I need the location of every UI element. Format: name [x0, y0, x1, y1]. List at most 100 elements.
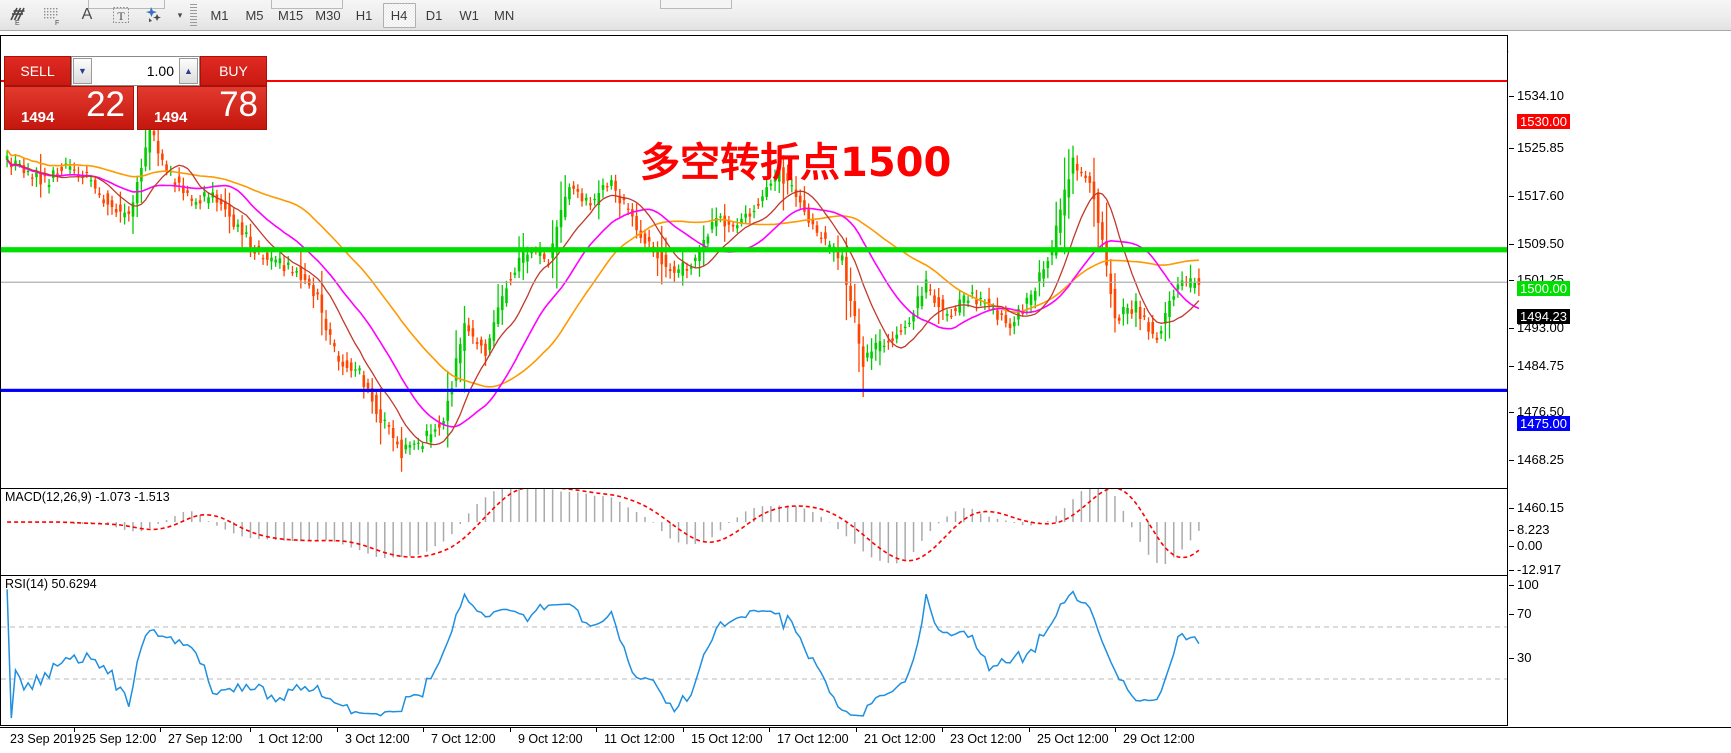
time-axis-separator: [1029, 728, 1030, 732]
tick-label: 70: [1517, 606, 1532, 621]
toolbar-grip[interactable]: [190, 4, 197, 26]
price-tick-100: 100: [1509, 577, 1539, 592]
time-axis-label: 3 Oct 12:00: [345, 732, 410, 746]
timeframe-h4[interactable]: H4: [382, 2, 416, 28]
buy-price-display[interactable]: 1494 78: [137, 85, 267, 130]
macd-plot: [7, 489, 1200, 565]
tick-dash: [1509, 289, 1514, 290]
tick-label: 1530.00: [1517, 114, 1570, 129]
tick-dash: [1509, 658, 1514, 660]
time-axis-separator: [1115, 728, 1116, 732]
macd-signal-line: [7, 489, 1200, 562]
timeframe-m1[interactable]: M1: [210, 7, 229, 23]
timeframe-d1[interactable]: D1: [425, 7, 443, 23]
price-tick-0_00: 0.00: [1509, 538, 1542, 553]
svg-text:T: T: [117, 9, 125, 23]
moving-average-line: [6, 159, 1200, 428]
timeframe-h1[interactable]: H1: [355, 7, 373, 23]
candles-group: [5, 121, 1201, 472]
tick-dash: [1509, 366, 1514, 368]
macd-pane[interactable]: MACD(12,26,9) -1.073 -1.513: [1, 488, 1507, 574]
tick-dash: [1509, 570, 1514, 572]
price-scale-axis[interactable]: 1534.10 1530.00 1525.85 1517.60 1509.50 1501.…: [1509, 35, 1731, 726]
tick-dash: [1509, 96, 1514, 98]
time-axis-separator: [510, 728, 511, 732]
tick-label: 1484.75: [1517, 358, 1564, 373]
toolbar-tab-left[interactable]: [88, 0, 165, 9]
tick-dash: [1509, 460, 1514, 462]
tick-dash: [1509, 122, 1514, 123]
time-axis-label: 25 Sep 12:00: [82, 732, 157, 746]
volume-field[interactable]: ▼ 1.00 ▲: [71, 56, 200, 86]
tick-label: 100: [1517, 577, 1539, 592]
chart-frame[interactable]: MACD(12,26,9) -1.073 -1.513 RSI(14) 50.6…: [0, 35, 1508, 726]
text-label-icon[interactable]: T: [104, 2, 138, 29]
sell-price-display[interactable]: 1494 22: [4, 85, 134, 130]
price-tick-1460_15: 1460.15: [1509, 500, 1564, 515]
price-tick-1530_00: 1530.00: [1509, 114, 1570, 129]
tick-label: 1525.85: [1517, 140, 1564, 155]
tick-dash: [1509, 585, 1514, 587]
buy-button[interactable]: BUY: [200, 56, 267, 86]
sell-button[interactable]: SELL: [4, 56, 71, 86]
toolbar-tab-right[interactable]: [660, 0, 732, 9]
timeframe-m5[interactable]: M5: [245, 7, 264, 23]
rsi-label: RSI(14) 50.6294: [5, 577, 97, 591]
time-axis-label: 27 Sep 12:00: [168, 732, 243, 746]
trade-panel-controls[interactable]: SELL ▼ 1.00 ▲ BUY: [4, 56, 267, 86]
price-tick-1484_75: 1484.75: [1509, 358, 1564, 373]
timeframe-m30[interactable]: M30: [315, 7, 341, 23]
tick-dash: [1509, 424, 1514, 425]
font-letter-icon[interactable]: A: [81, 6, 93, 23]
objects-icon[interactable]: [138, 2, 172, 29]
time-axis-label: 7 Oct 12:00: [431, 732, 496, 746]
price-tick-1500_00: 1500.00: [1509, 281, 1570, 296]
expert-advisor-icon[interactable]: E: [2, 2, 36, 29]
price-tick-30: 30: [1509, 650, 1531, 665]
chart-annotation-text: 多空转折点1500: [640, 140, 952, 186]
time-axis-separator: [683, 728, 684, 732]
tick-dash: [1509, 328, 1514, 330]
one-click-trading-panel[interactable]: SELL ▼ 1.00 ▲ BUY 1494 22 1494 78: [4, 56, 267, 130]
time-axis-label: 1 Oct 12:00: [258, 732, 323, 746]
tick-dash: [1509, 412, 1514, 414]
time-axis-separator: [769, 728, 770, 732]
time-axis-label: 15 Oct 12:00: [691, 732, 763, 746]
svg-text:E: E: [15, 20, 20, 25]
time-axis-label: 9 Oct 12:00: [518, 732, 583, 746]
timeframe-m15[interactable]: M15: [278, 7, 304, 23]
timeframe-w1[interactable]: W1: [459, 7, 479, 23]
price-tick-70: 70: [1509, 606, 1531, 621]
tick-label: 1476.50: [1517, 404, 1564, 419]
tick-dash: [1509, 280, 1514, 282]
price-tick-1476_50: 1476.50: [1509, 404, 1564, 419]
tick-label: 0.00: [1517, 538, 1543, 553]
tick-dash: [1509, 530, 1514, 532]
indicators-grid-icon[interactable]: F: [36, 2, 70, 29]
tick-label: 1493.00: [1517, 320, 1564, 335]
tick-dash: [1509, 196, 1514, 198]
sell-price-prefix: 1494: [21, 109, 55, 126]
tick-label: 1468.25: [1517, 452, 1564, 467]
price-tick-1494_23: 1494.23: [1509, 309, 1570, 324]
tick-dash: [1509, 244, 1514, 246]
tick-label: 8.223: [1517, 522, 1550, 537]
tick-label: 1509.50: [1517, 236, 1564, 251]
time-axis[interactable]: 23 Sep 2019 25 Sep 12:00 27 Sep 12:00 1 Oct…: [0, 727, 1731, 753]
rsi-plot: [1, 589, 1507, 719]
volume-decrease-icon[interactable]: ▼: [73, 58, 92, 84]
time-axis-separator: [74, 728, 75, 732]
toolbar-tab-mid[interactable]: [271, 0, 343, 9]
rsi-pane[interactable]: RSI(14) 50.6294: [1, 575, 1507, 726]
objects-dropdown-icon[interactable]: ▾: [177, 9, 183, 20]
price-tick-1534_10: 1534.10: [1509, 88, 1564, 103]
moving-average-line: [6, 158, 1200, 446]
tick-label: 1460.15: [1517, 500, 1564, 515]
price-tick-_12_917: -12.917: [1509, 562, 1561, 577]
tick-label: 1475.00: [1517, 416, 1570, 431]
time-axis-separator: [250, 728, 251, 732]
volume-value[interactable]: 1.00: [146, 63, 174, 79]
tick-label: 1534.10: [1517, 88, 1564, 103]
timeframe-mn[interactable]: MN: [493, 7, 515, 23]
volume-increase-icon[interactable]: ▲: [179, 58, 198, 84]
